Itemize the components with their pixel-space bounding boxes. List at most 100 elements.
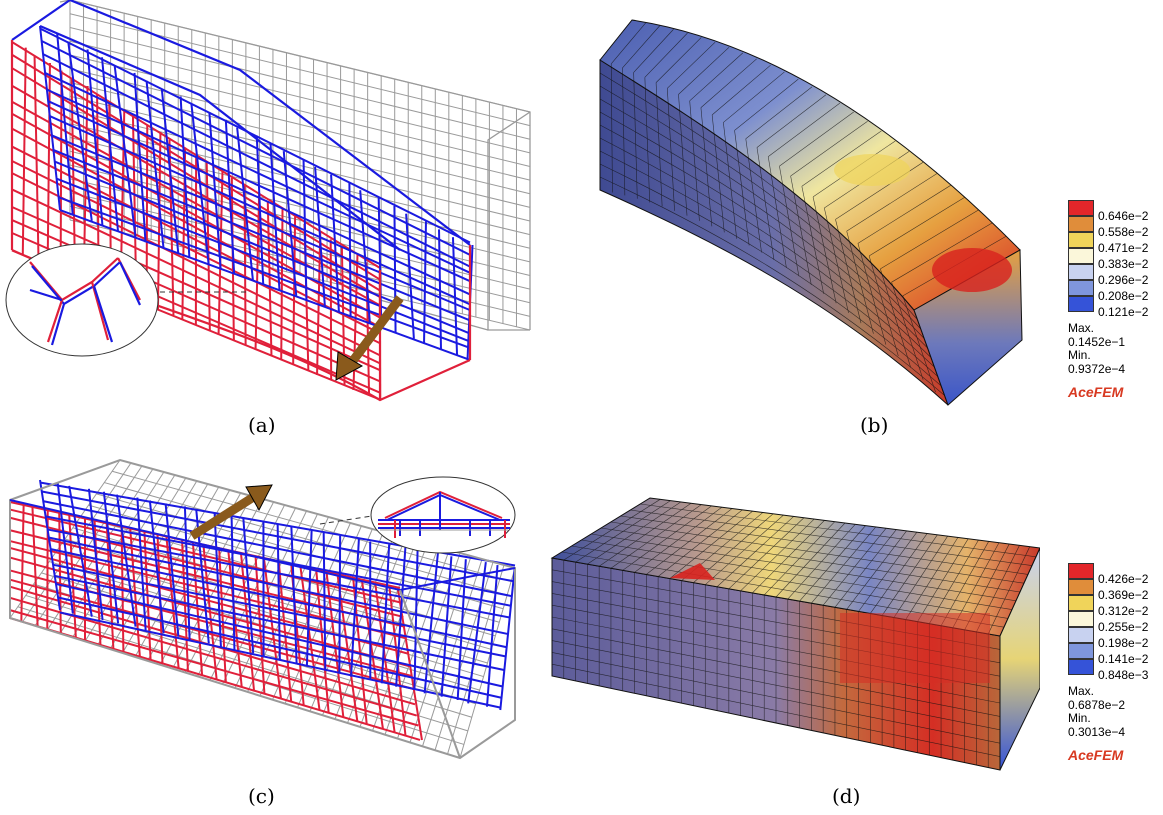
mesh-line <box>678 94 688 216</box>
blue-bar <box>54 160 471 335</box>
acefem-logo-text: AceFEM <box>1068 384 1124 400</box>
blue-bar <box>305 529 313 667</box>
legend-tick: 0.198e−2 <box>1098 636 1149 650</box>
blue-bar <box>59 611 501 709</box>
blue-bar <box>276 523 281 661</box>
mesh-line <box>622 67 626 196</box>
grey-bar <box>69 82 531 195</box>
max-value: 0.6878e−2 <box>1068 697 1126 712</box>
red-bar <box>21 47 27 256</box>
blue-bar <box>48 536 509 636</box>
color-swatch <box>1068 643 1094 659</box>
min-label: Min. <box>1068 711 1091 725</box>
legend-tick: 0.369e−2 <box>1098 588 1149 602</box>
blue-bar <box>39 27 471 244</box>
mesh-line <box>801 130 882 187</box>
red-bar <box>11 67 381 292</box>
mesh-line <box>767 156 787 268</box>
panel-c-rebar-mesh <box>0 440 540 770</box>
max-label: Max. <box>1068 684 1095 698</box>
blue-bar <box>338 535 342 674</box>
legend-d-row: 0.426e−2 <box>1068 572 1158 595</box>
mesh-line <box>779 166 800 277</box>
color-swatch <box>1068 296 1094 312</box>
max-label: Max. <box>1068 321 1095 335</box>
mesh-line <box>610 63 613 193</box>
grey-bar <box>41 572 476 705</box>
color-swatch <box>1068 579 1094 595</box>
mesh-line <box>801 186 825 294</box>
blue-bar <box>44 72 471 274</box>
legend-tick: 0.558e−2 <box>1098 225 1149 239</box>
blue-bar <box>57 196 471 349</box>
mesh-line <box>711 64 771 116</box>
mesh-line <box>779 111 854 167</box>
legend-b: 0.646e−2 0.558e−2 0.471e−2 0.383e−2 0.29… <box>1068 200 1158 400</box>
mesh-line <box>823 207 849 314</box>
color-swatch <box>1068 232 1094 248</box>
mesh-line <box>551 640 1001 731</box>
mesh-line <box>868 197 965 257</box>
blue-bar <box>350 538 360 677</box>
legend-b-stats: Max. 0.1452e−1 Min. 0.9372e−4 <box>1068 321 1158 376</box>
mesh-line <box>599 72 918 320</box>
grey-bar <box>69 27 531 140</box>
legend-d-scale: 0.426e−2 0.369e−2 0.312e−2 0.255e−2 0.19… <box>1068 563 1158 682</box>
legend-b-row: 0.383e−2 <box>1068 257 1158 280</box>
mesh-line <box>734 78 799 131</box>
mesh-line <box>622 25 660 69</box>
color-swatch <box>1068 200 1094 216</box>
grey-bar <box>112 470 512 583</box>
red-bar <box>11 206 381 372</box>
color-swatch <box>1068 659 1094 675</box>
mesh-line <box>571 545 1009 619</box>
mesh-line <box>700 107 713 227</box>
mesh-line <box>700 58 757 108</box>
blue-reinforcement-bars <box>39 25 474 361</box>
red-bar <box>11 84 381 298</box>
red-bar <box>33 55 40 261</box>
mesh-line <box>723 71 785 123</box>
legend-d: 0.426e−2 0.369e−2 0.312e−2 0.255e−2 0.19… <box>1068 563 1158 763</box>
mesh-line <box>891 222 993 283</box>
red-bar <box>11 188 381 365</box>
grey-bar <box>104 482 508 596</box>
legend-tick: 0.296e−2 <box>1098 273 1149 287</box>
mesh-line <box>599 124 932 358</box>
grey-bar <box>69 0 531 113</box>
mesh-line <box>600 527 1021 593</box>
max-value: 0.1452e−1 <box>1068 334 1126 349</box>
blue-bar <box>51 134 471 312</box>
mesh-line <box>610 22 647 64</box>
mesh-line <box>599 19 633 61</box>
mesh-line <box>812 196 837 304</box>
red-bar <box>11 160 381 345</box>
blue-bar <box>242 518 255 654</box>
blue-bar <box>41 490 514 583</box>
peak-stress-zone <box>932 248 1012 292</box>
mesh-line <box>689 100 700 221</box>
mesh-line <box>655 37 702 83</box>
mesh-line <box>711 114 725 233</box>
mesh-line <box>644 32 688 78</box>
mesh-line <box>551 616 1001 704</box>
red-bar <box>59 70 63 271</box>
mesh-line <box>633 29 674 73</box>
red-bar <box>9 609 419 727</box>
acefem-logo-text: AceFEM <box>1068 747 1124 763</box>
red-bar <box>11 145 381 335</box>
mesh-line <box>835 219 862 324</box>
mesh-line <box>581 539 1013 610</box>
blue-bar <box>451 237 459 355</box>
contour-mesh-lines <box>599 19 1021 406</box>
red-bar <box>9 578 414 690</box>
blue-bar <box>213 512 222 647</box>
mesh-line <box>880 268 912 368</box>
blue-bar <box>56 33 74 216</box>
mesh-line <box>599 111 928 349</box>
mesh-line <box>745 138 762 253</box>
color-swatch <box>1068 248 1094 264</box>
high-stress-zone <box>834 154 910 186</box>
blue-bar <box>438 229 442 350</box>
color-swatch <box>1068 264 1094 280</box>
